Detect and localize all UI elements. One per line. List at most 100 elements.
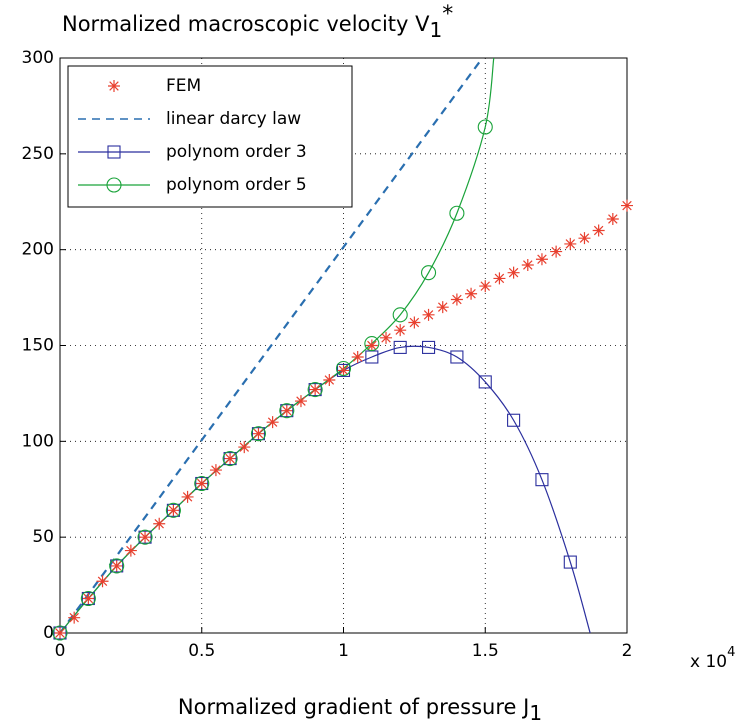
legend-marker	[108, 80, 120, 92]
title-superscript: *	[442, 2, 453, 27]
marker-asterisk	[323, 374, 336, 386]
x-tick-label: 1.5	[472, 641, 499, 661]
marker-square	[81, 591, 95, 606]
marker-asterisk	[535, 253, 548, 266]
x-axis-label: Normalized gradient of pressure J1	[178, 695, 542, 724]
marker-square	[166, 503, 180, 517]
marker-square	[138, 530, 152, 544]
marker-asterisk	[365, 339, 378, 352]
y-tick-label: 250	[22, 144, 54, 164]
marker-square	[251, 427, 265, 441]
marker-circle	[335, 360, 352, 377]
legend-marker	[106, 177, 122, 193]
marker-circle	[477, 119, 493, 135]
marker-asterisk	[450, 293, 463, 306]
marker-square	[195, 476, 209, 491]
marker-asterisk	[124, 544, 137, 557]
marker-asterisk	[578, 232, 591, 245]
marker-asterisk	[351, 351, 364, 363]
marker-square	[110, 559, 124, 573]
marker-square	[507, 413, 521, 427]
marker-asterisk	[167, 504, 180, 517]
legend-label: FEM	[166, 76, 201, 96]
marker-circle	[449, 205, 465, 221]
marker-asterisk	[252, 427, 265, 440]
marker-square	[336, 363, 351, 377]
y-tick-label: 50	[32, 527, 54, 547]
marker-square	[478, 375, 492, 389]
marker-asterisk	[266, 416, 279, 429]
marker-square	[393, 340, 407, 354]
marker-asterisk	[68, 611, 81, 624]
y-tick-label: 150	[22, 336, 54, 356]
x-tick-label: 0.5	[188, 641, 215, 661]
marker-asterisk	[408, 316, 421, 329]
marker-asterisk	[96, 575, 109, 588]
marker-asterisk	[493, 272, 506, 285]
marker-asterisk	[507, 266, 520, 279]
marker-asterisk	[621, 199, 633, 212]
marker-asterisk	[479, 280, 492, 293]
marker-asterisk	[238, 441, 251, 454]
marker-asterisk	[153, 517, 166, 530]
plot-frame	[59, 57, 628, 634]
marker-asterisk	[521, 259, 534, 271]
legend-label: polynom order 5	[166, 175, 307, 195]
xlabel-text: Normalized gradient of pressure J	[178, 695, 529, 719]
marker-asterisk	[82, 592, 95, 605]
marker-asterisk	[465, 287, 478, 300]
marker-asterisk	[606, 213, 619, 225]
marker-asterisk	[224, 452, 237, 465]
marker-asterisk	[280, 404, 293, 417]
marker-asterisk	[309, 383, 322, 396]
marker-asterisk	[380, 331, 393, 344]
title-subscript: 1	[430, 18, 443, 42]
xlabel-subscript: 1	[529, 701, 542, 724]
marker-square	[280, 404, 294, 418]
series-line	[60, 58, 484, 633]
marker-circle	[222, 451, 238, 467]
y-tick-label: 300	[22, 48, 54, 68]
series-line	[60, 345, 591, 633]
x-multiplier-exponent: 4	[727, 645, 735, 660]
legend-marker	[107, 145, 121, 159]
marker-square	[308, 383, 322, 397]
marker-asterisk	[422, 308, 435, 321]
marker-circle	[80, 590, 96, 607]
y-tick-label: 100	[22, 431, 54, 451]
marker-square	[450, 350, 464, 364]
marker-asterisk	[54, 627, 66, 639]
marker-circle	[420, 265, 437, 281]
marker-square	[535, 473, 549, 487]
marker-asterisk	[294, 395, 307, 408]
x-multiplier-base: x 10	[690, 652, 727, 672]
marker-asterisk	[181, 490, 194, 503]
marker-circle	[364, 336, 380, 352]
marker-circle	[109, 558, 125, 574]
marker-circle	[52, 625, 68, 641]
marker-asterisk	[436, 301, 449, 314]
marker-circle	[165, 502, 181, 518]
marker-asterisk	[394, 324, 407, 337]
title-text: Normalized macroscopic velocity V	[62, 12, 430, 36]
marker-circle	[392, 307, 408, 323]
marker-asterisk	[550, 245, 563, 258]
marker-asterisk	[592, 224, 605, 237]
marker-asterisk	[110, 559, 123, 572]
marker-asterisk	[337, 364, 350, 377]
marker-asterisk	[209, 464, 222, 477]
marker-circle	[279, 403, 295, 419]
marker-asterisk	[139, 531, 152, 544]
x-multiplier: x 104	[690, 645, 735, 673]
marker-circle	[307, 382, 323, 398]
marker-circle	[137, 529, 153, 545]
marker-square	[563, 555, 577, 569]
y-tick-label: 0	[43, 623, 54, 643]
legend-box	[67, 65, 353, 208]
x-tick-label: 0	[55, 641, 66, 661]
marker-square	[53, 626, 67, 640]
marker-square	[223, 452, 237, 466]
chart-title: Normalized macroscopic velocity V1*	[62, 2, 453, 42]
x-tick-label: 2	[622, 641, 633, 661]
